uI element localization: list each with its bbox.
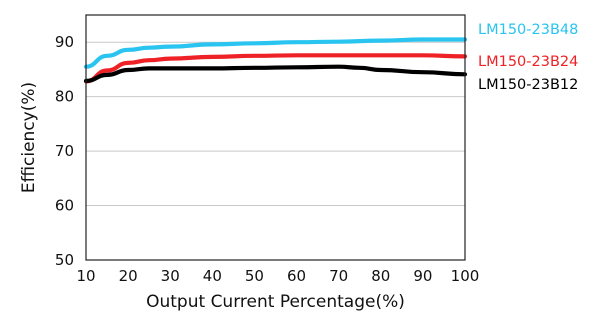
y-tick-label: 60 — [55, 197, 74, 215]
x-tick-label: 60 — [287, 267, 306, 285]
series-line-lm150-23b48 — [83, 37, 468, 69]
legend-entry: LM150-23B48 — [478, 22, 578, 38]
y-tick-label: 90 — [55, 33, 74, 51]
y-tick-label: 50 — [55, 251, 74, 269]
y-tick-label: 70 — [55, 142, 74, 160]
x-tick-label: 30 — [161, 267, 180, 285]
series-lines — [83, 37, 468, 84]
x-tick-label: 70 — [329, 267, 348, 285]
x-tick-label: 50 — [245, 267, 264, 285]
series-line-lm150-23b24 — [83, 53, 468, 84]
y-axis-title: Efficiency(%) — [19, 82, 39, 193]
legend-entry: LM150-23B12 — [478, 77, 578, 93]
x-tick-labels: 10 20 30 40 50 60 70 80 90 100 — [76, 267, 479, 285]
x-tick-label: 20 — [119, 267, 138, 285]
series-line-lm150-23b12 — [83, 64, 468, 83]
x-axis-title: Output Current Percentage(%) — [146, 292, 405, 312]
legend: LM150-23B48 LM150-23B24 LM150-23B12 — [478, 22, 578, 93]
x-tick-label: 80 — [371, 267, 390, 285]
y-tick-label: 80 — [55, 88, 74, 106]
x-tick-label: 10 — [76, 267, 95, 285]
plot-frame — [85, 14, 466, 261]
x-tick-label: 90 — [413, 267, 432, 285]
x-tick-label: 40 — [203, 267, 222, 285]
y-tick-labels: 50 60 70 80 90 — [55, 33, 74, 269]
legend-entry: LM150-23B24 — [478, 54, 578, 70]
x-tick-label: 100 — [451, 267, 480, 285]
